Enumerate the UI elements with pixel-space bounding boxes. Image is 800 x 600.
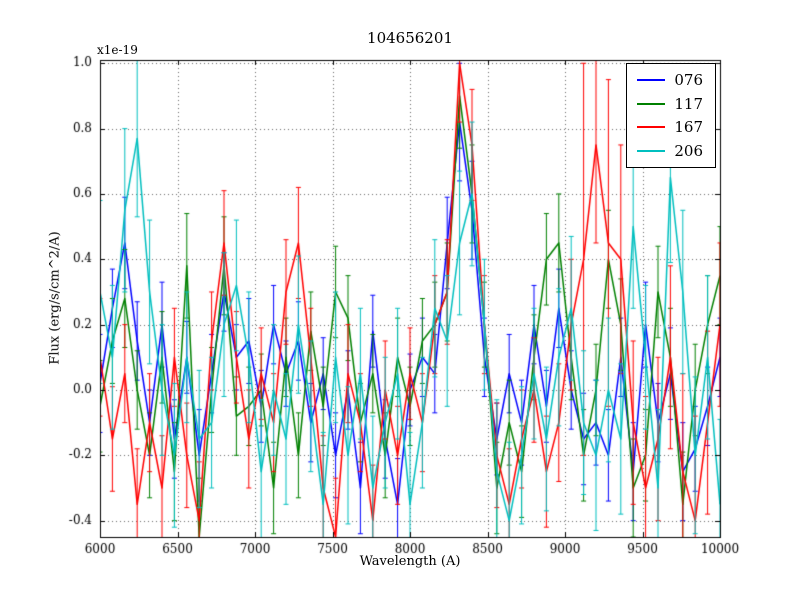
legend-line-swatch	[637, 102, 666, 105]
legend-label: 076	[674, 71, 703, 89]
legend-label: 117	[674, 94, 703, 113]
legend-item: 117	[637, 94, 703, 113]
legend-label: 167	[674, 118, 703, 136]
chart-title: 104656201	[367, 29, 453, 47]
legend-label: 206	[674, 141, 703, 160]
legend-line-swatch	[637, 149, 666, 152]
y-axis-offset-label: x1e-19	[97, 43, 138, 57]
legend: 076 117 167 206	[626, 63, 716, 168]
legend-line-swatch	[637, 79, 666, 82]
legend-item: 206	[637, 141, 703, 160]
legend-line-swatch	[637, 126, 666, 129]
legend-item: 076	[637, 72, 703, 89]
x-axis-label: Wavelength (A)	[359, 554, 461, 569]
legend-item: 167	[637, 119, 703, 136]
y-axis-label: Flux (erg/s/cm^2/A)	[47, 231, 63, 365]
